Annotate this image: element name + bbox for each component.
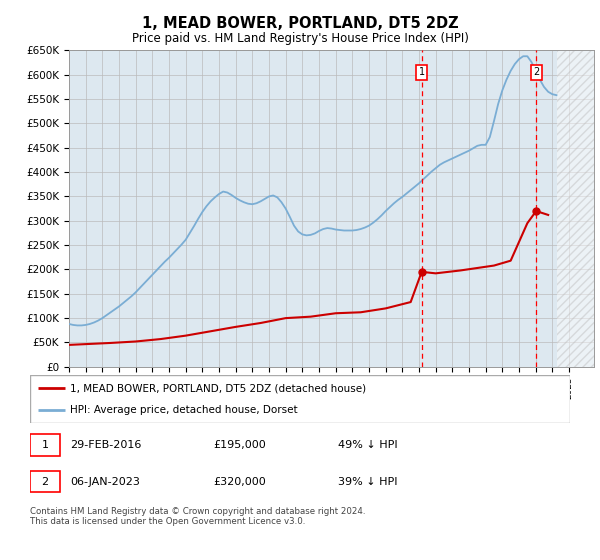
Text: 49% ↓ HPI: 49% ↓ HPI [338, 440, 397, 450]
FancyBboxPatch shape [30, 434, 60, 456]
FancyBboxPatch shape [30, 375, 570, 423]
Text: Price paid vs. HM Land Registry's House Price Index (HPI): Price paid vs. HM Land Registry's House … [131, 31, 469, 45]
FancyBboxPatch shape [30, 470, 60, 492]
Text: 2: 2 [41, 477, 49, 487]
Bar [557, 50, 594, 367]
Text: 29-FEB-2016: 29-FEB-2016 [71, 440, 142, 450]
Text: 1, MEAD BOWER, PORTLAND, DT5 2DZ: 1, MEAD BOWER, PORTLAND, DT5 2DZ [142, 16, 458, 31]
Text: 1: 1 [41, 440, 49, 450]
Text: Contains HM Land Registry data © Crown copyright and database right 2024.
This d: Contains HM Land Registry data © Crown c… [30, 507, 365, 526]
Text: 39% ↓ HPI: 39% ↓ HPI [338, 477, 397, 487]
Text: 06-JAN-2023: 06-JAN-2023 [71, 477, 140, 487]
Text: 1, MEAD BOWER, PORTLAND, DT5 2DZ (detached house): 1, MEAD BOWER, PORTLAND, DT5 2DZ (detach… [71, 383, 367, 393]
Text: £320,000: £320,000 [214, 477, 266, 487]
Text: 2: 2 [533, 67, 539, 77]
Text: HPI: Average price, detached house, Dorset: HPI: Average price, detached house, Dors… [71, 405, 298, 415]
Text: £195,000: £195,000 [214, 440, 266, 450]
Text: 1: 1 [419, 67, 425, 77]
